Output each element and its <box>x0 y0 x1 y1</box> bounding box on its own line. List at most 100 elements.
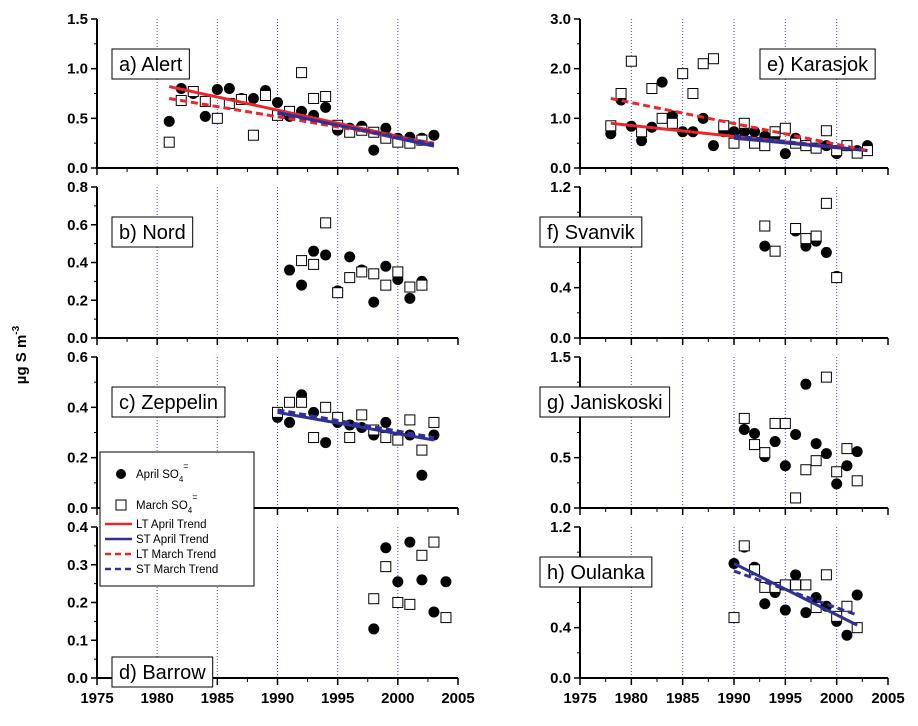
y-tick-label: 0.6 <box>67 349 88 366</box>
x-tick-label: 1985 <box>201 690 234 707</box>
y-tick-label: 0.0 <box>550 670 571 687</box>
march-point <box>308 92 320 104</box>
march-point <box>677 68 689 80</box>
march-point <box>615 88 627 99</box>
march-point <box>790 492 802 504</box>
march-point <box>779 122 791 134</box>
march-point <box>308 258 320 270</box>
panel-label-box <box>111 48 190 80</box>
march-point <box>211 112 223 124</box>
march-point <box>851 622 863 634</box>
april-point <box>272 96 283 108</box>
april-point <box>211 84 223 96</box>
march-point <box>820 569 832 581</box>
april-point <box>163 115 175 127</box>
march-point <box>697 58 709 70</box>
panel-7: 0.00.51.01.5g) Janiskoski <box>539 349 889 517</box>
april-point <box>749 428 761 440</box>
march-point <box>247 129 259 141</box>
x-tick-label: 1975 <box>80 690 113 707</box>
march-point <box>296 396 308 408</box>
x-tick-label: 2005 <box>441 690 474 707</box>
april-point <box>416 469 428 481</box>
march-point <box>810 230 822 242</box>
march-point <box>404 414 416 426</box>
march-point <box>820 371 832 383</box>
march-point <box>356 409 368 421</box>
march-point <box>728 612 740 624</box>
x-tick-label: 1995 <box>769 690 802 707</box>
march-point <box>368 593 380 605</box>
panel-label: h) Oulanka <box>547 562 646 584</box>
april-point <box>841 629 853 641</box>
april-point <box>738 423 750 435</box>
april-point <box>738 126 750 138</box>
panel-1: 0.0 0.5 1.0 1.5 a) Alert <box>67 11 459 177</box>
legend-march-marker <box>115 499 127 511</box>
april-point <box>380 122 392 134</box>
march-point <box>392 266 404 278</box>
april-point <box>779 604 791 616</box>
april-point <box>368 623 380 635</box>
march-point <box>416 444 428 456</box>
march-point <box>344 272 356 284</box>
panel-label: b) Nord <box>119 222 186 244</box>
x-tick-label: 1990 <box>261 690 294 707</box>
march-point <box>800 464 812 476</box>
y-tick-label: 1.5 <box>67 11 88 28</box>
x-tick-label: 1985 <box>666 690 699 707</box>
april-point <box>416 574 428 586</box>
april-point <box>707 140 719 152</box>
march-point <box>769 417 781 429</box>
april-point <box>728 126 740 138</box>
april-point <box>759 598 771 610</box>
y-tick-label: 0.4 <box>550 280 572 297</box>
march-point <box>831 466 843 478</box>
x-tick-label: 2005 <box>871 690 904 707</box>
march-point <box>392 597 404 608</box>
march-point <box>368 268 380 280</box>
march-point <box>199 95 211 107</box>
march-point <box>296 255 308 267</box>
panel-label-box <box>111 656 214 688</box>
march-point <box>416 549 428 561</box>
panel-label-box <box>759 48 876 80</box>
panel-label-box <box>539 556 653 588</box>
trend-line <box>277 410 435 442</box>
april-point <box>656 76 668 88</box>
april-point <box>404 536 416 548</box>
legend-april-sub: 4 <box>179 475 184 484</box>
y-tick-label: 3.0 <box>550 11 571 28</box>
april-point <box>380 542 392 554</box>
y-tick-label: 0.4 <box>67 399 89 416</box>
y-tick-label: 1.0 <box>67 61 88 78</box>
april-point <box>779 148 791 160</box>
panels: 0.0 0.5 1.0 1.5 a) Alert 0.0 0.2 0.4 0.6 0.8 b) No… <box>67 11 905 707</box>
march-point <box>810 142 822 154</box>
april-point <box>199 110 211 122</box>
y-tick-label: 0.0 <box>550 160 571 177</box>
march-point <box>810 455 822 467</box>
y-tick-label: 0.0 <box>67 330 88 347</box>
panel-label: f) Svanvik <box>547 222 636 244</box>
april-point <box>800 378 812 390</box>
april-point <box>800 607 812 619</box>
april-point <box>368 144 380 156</box>
y-tick-label: 0.6 <box>67 217 88 234</box>
y-tick-label: 0.0 <box>67 500 88 517</box>
y-tick-label: 0.0 <box>67 670 88 687</box>
legend-april-label: April SO4 = <box>136 461 189 484</box>
march-point <box>790 223 802 235</box>
april-point <box>320 249 332 261</box>
april-point <box>790 569 802 581</box>
march-point <box>656 112 668 124</box>
march-point <box>841 600 853 612</box>
trend-line <box>168 96 435 145</box>
y-tick-label: 0.8 <box>67 179 88 196</box>
y-tick-label: 1.0 <box>550 110 571 127</box>
x-tick-label: 1980 <box>615 690 648 707</box>
april-point <box>344 251 356 263</box>
march-point <box>738 117 750 129</box>
april-point <box>428 606 440 618</box>
april-point <box>851 589 863 601</box>
